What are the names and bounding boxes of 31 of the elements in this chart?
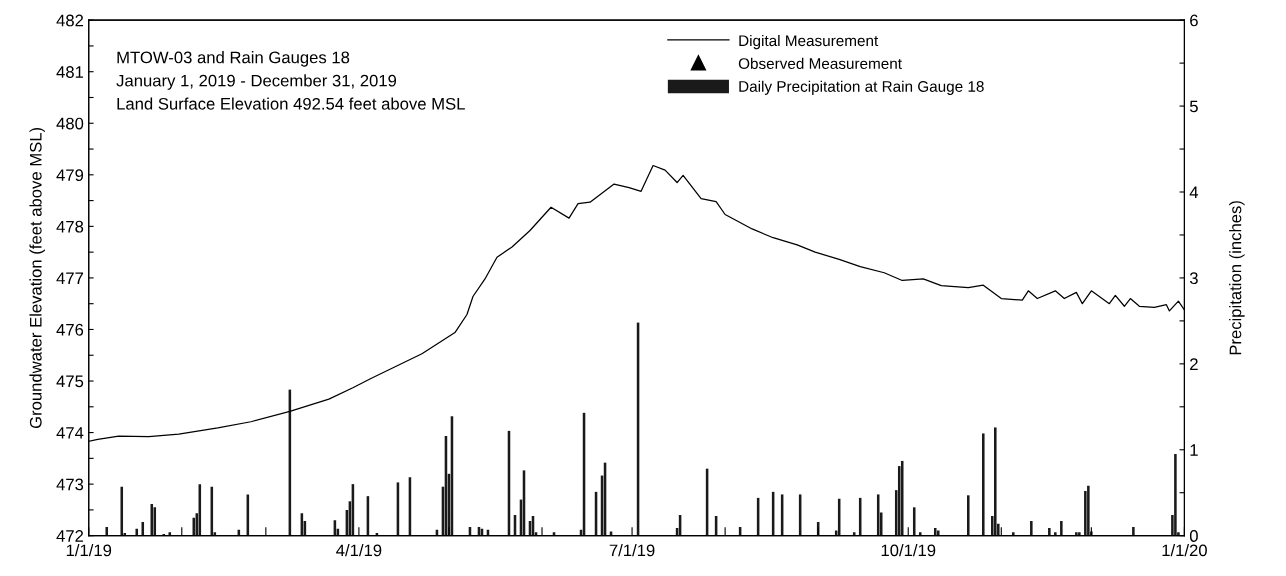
y2-tick-label: 3 xyxy=(1189,272,1198,285)
y2-tick-label: 0 xyxy=(1189,530,1198,542)
y-tick-label: 472 xyxy=(56,530,84,542)
y-tick-label: 481 xyxy=(56,66,84,78)
x-tick-label: 10/1/19 xyxy=(881,544,936,557)
legend-label: Digital Measurement xyxy=(739,34,879,50)
y-tick-label: 480 xyxy=(56,117,84,130)
y2-tick-label: 2 xyxy=(1190,358,1198,370)
legend-label: Observed Measurement xyxy=(738,57,902,70)
x-tick-label: 1/1/19 xyxy=(66,544,112,557)
y-tick-label: 475 xyxy=(56,375,84,388)
x-tick-label: 4/1/19 xyxy=(336,544,382,557)
y-tick-label: 473 xyxy=(56,478,84,491)
annotation: January 1, 2019 - December 31, 2019 xyxy=(116,74,397,90)
x-tick-label: 7/1/19 xyxy=(609,544,655,557)
y-tick-label: 476 xyxy=(56,323,84,336)
y2-tick-label: 6 xyxy=(1190,14,1198,27)
y2-tick-label: 1 xyxy=(1190,444,1198,456)
y-axis-title: Groundwater Elevation (feet above MSL) xyxy=(29,127,45,429)
y2-tick-label: 4 xyxy=(1189,186,1199,199)
y2-axis-title: Precipitation (inches) xyxy=(1229,201,1245,355)
annotation: MTOW-03 and Rain Gauges 18 xyxy=(117,51,350,67)
legend-label: Daily Precipitation at Rain Gauge 18 xyxy=(739,80,984,95)
x-tick-label: 1/1/20 xyxy=(1162,544,1207,557)
y-tick-label: 482 xyxy=(56,14,84,27)
y-tick-label: 479 xyxy=(56,169,84,182)
y-tick-label: 477 xyxy=(56,272,84,284)
annotation: Land Surface Elevation 492.54 feet above MSL xyxy=(117,97,465,110)
y2-tick-label: 5 xyxy=(1189,100,1198,113)
y-tick-label: 474 xyxy=(56,427,84,439)
y-tick-label: 478 xyxy=(56,220,84,233)
